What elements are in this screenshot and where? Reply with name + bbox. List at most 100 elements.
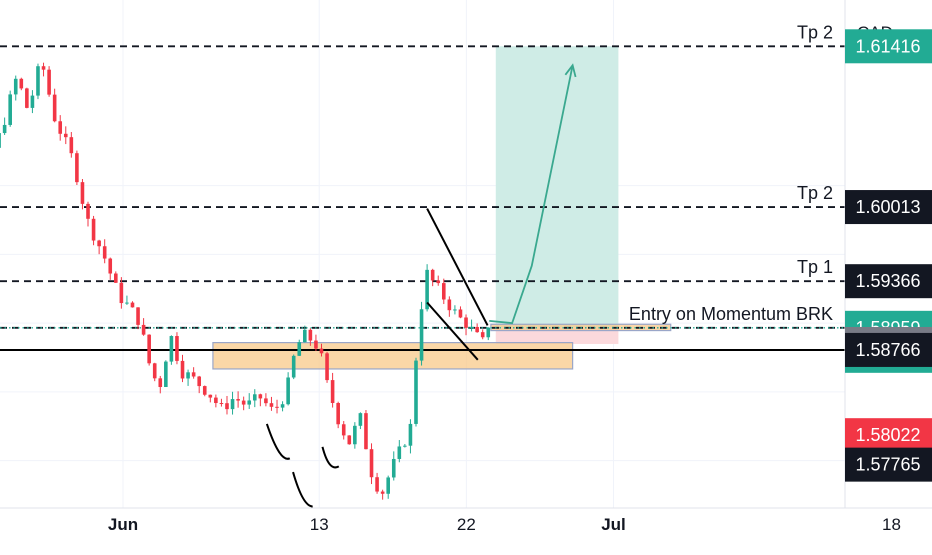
candle-body [52, 94, 57, 122]
candle-body [130, 302, 135, 308]
candle-body [13, 78, 18, 95]
candle-body [436, 280, 441, 284]
candle-body [419, 309, 424, 361]
candle-body [469, 326, 474, 328]
candle-body [291, 355, 296, 378]
candle-body [214, 397, 218, 404]
candle-body [375, 477, 379, 492]
candle-body [75, 153, 79, 183]
candle-body [397, 446, 402, 459]
candle-body [269, 403, 274, 407]
candle-body [136, 307, 140, 325]
candle-body [347, 435, 352, 445]
candle-body [458, 309, 463, 318]
candle-body [125, 302, 129, 304]
candle-body [141, 324, 146, 335]
candle-body [58, 121, 63, 134]
candle-body [230, 399, 235, 410]
supply-demand-zone [212, 342, 574, 370]
rounded-bottom-curve [292, 471, 313, 508]
candle-body [152, 363, 157, 379]
candle-body [380, 491, 385, 494]
candle-body [80, 182, 85, 204]
candle-body [403, 445, 407, 447]
candle-body [97, 240, 101, 247]
candle-body [391, 458, 396, 478]
drawing-layer [265, 63, 577, 508]
candle-body [486, 327, 491, 338]
candle-body [414, 360, 418, 424]
candle-body [202, 386, 207, 395]
time-tick-label: 18 [882, 515, 901, 534]
candle-body [19, 78, 24, 89]
candle-body [314, 340, 318, 349]
candle-body [330, 380, 335, 403]
candle-body [325, 353, 329, 381]
candle-body [258, 394, 263, 399]
price-tag-value: 1.58766 [855, 340, 920, 360]
candle-body [36, 66, 40, 96]
candle-body [114, 273, 118, 283]
candle-body [147, 334, 151, 364]
rounded-bottom-curve [321, 446, 340, 469]
candle-body [208, 394, 213, 398]
candle-body [91, 218, 96, 241]
candle-body [191, 372, 196, 377]
profit-zone [495, 46, 619, 328]
rounded-bottom-curve [265, 423, 291, 460]
candle-body [241, 400, 246, 405]
candle-body [41, 66, 46, 70]
candle-body [69, 137, 74, 154]
price-labels: 1.614161.600131.593661.5895939:191.58818… [845, 29, 932, 482]
candle-body [108, 258, 113, 274]
candle-body [119, 282, 124, 304]
price-tag [845, 264, 932, 299]
candle-body [47, 69, 51, 95]
candle-body [341, 424, 346, 436]
price-tag [845, 447, 932, 482]
candle-body [2, 124, 7, 134]
price-tag-value: 1.59366 [855, 271, 920, 291]
candle-body [353, 425, 357, 445]
candle-body [319, 348, 324, 354]
level-label: Tp 2 [797, 22, 833, 42]
candle-body [475, 326, 479, 333]
candle-body [286, 377, 290, 405]
level-label: Tp 2 [797, 183, 833, 203]
candle-body [175, 336, 179, 361]
time-tick-label: Jul [601, 515, 626, 534]
price-tag [845, 29, 932, 64]
price-tag [845, 332, 932, 367]
projection-arrow-head [564, 63, 577, 78]
candle-body [169, 336, 174, 362]
candle-body [102, 246, 107, 259]
candle-body [425, 269, 429, 310]
candle-body [30, 95, 35, 108]
time-tick-label: 22 [457, 515, 476, 534]
candle-body [275, 406, 279, 408]
price-tag [845, 190, 932, 225]
candle-body [219, 403, 224, 405]
time-axis[interactable]: Jun 13 22 Jul 18 [0, 507, 932, 534]
candle-body [0, 133, 1, 148]
candle-body [386, 477, 390, 494]
candle-body [225, 403, 229, 410]
candle-body [8, 94, 12, 125]
candle-body [408, 423, 413, 446]
candle-body [264, 398, 268, 404]
candle-body [297, 342, 302, 356]
candle-body [25, 88, 29, 108]
candle-body [303, 329, 307, 343]
time-tick-label: 13 [310, 515, 329, 534]
candle-body [441, 283, 446, 300]
candle-body [158, 378, 163, 388]
candle-body [447, 299, 452, 311]
time-tick-label: Jun [108, 515, 138, 534]
candle-layer [0, 62, 491, 500]
candle-body [280, 404, 285, 408]
candle-body [236, 399, 240, 401]
candle-body [180, 360, 185, 379]
candle-body [63, 133, 68, 138]
